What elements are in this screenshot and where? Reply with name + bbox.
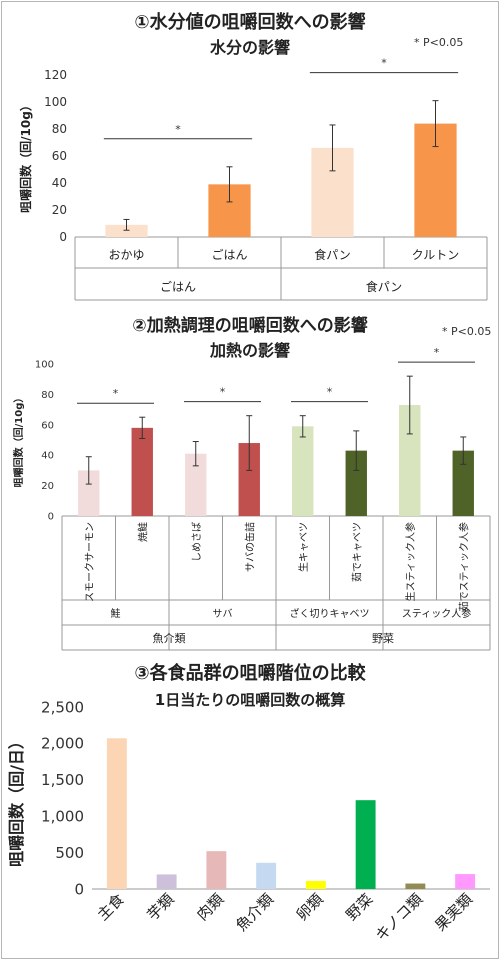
significance-mark: *	[327, 386, 333, 399]
x-tick-label: 魚介類	[232, 890, 277, 935]
y-tick-label: 0	[59, 230, 67, 244]
y-tick-label: 1,000	[41, 807, 84, 825]
significance-mark: *	[175, 123, 181, 136]
bar	[256, 862, 277, 889]
x-tick-label: クルトン	[412, 248, 460, 262]
y-tick-label: 40	[52, 176, 67, 190]
chart-2-y-axis-label: 咀嚼回数（回/10g）	[12, 393, 25, 488]
x-tick-label: 生キャベツ	[297, 522, 310, 572]
group-label: 食パン	[366, 279, 403, 294]
chart-3-title: ③各食品群の咀嚼階位の比較	[134, 662, 366, 684]
y-tick-label: 20	[41, 481, 54, 492]
y-tick-label: 2,500	[41, 698, 84, 716]
y-tick-label: 60	[52, 149, 67, 163]
bar	[405, 883, 426, 889]
x-tick-label: 卵類	[293, 890, 327, 924]
chart-1-y-axis-label: 咀嚼回数（回/10g）	[18, 99, 33, 213]
chart-2-title: ②加熱調理の咀嚼回数への影響	[132, 315, 367, 336]
x-tick-label: 生スティック人参	[404, 522, 417, 601]
bar	[105, 224, 148, 237]
bar	[185, 453, 207, 516]
significance-mark: *	[381, 57, 387, 70]
chart-2-subtitle: 加熱の影響	[209, 341, 290, 360]
x-tick-label: ごはん	[211, 247, 247, 262]
x-tick-label: キノコ類	[372, 890, 426, 944]
y-tick-label: 100	[35, 360, 54, 371]
x-tick-label: スモークサーモン	[84, 522, 96, 602]
bar	[106, 738, 127, 889]
y-tick-label: 120	[44, 68, 67, 82]
bar	[345, 450, 367, 516]
bar	[292, 426, 314, 516]
x-tick-label: 主食	[94, 890, 128, 924]
subgroup-label: サバ	[213, 608, 233, 620]
y-tick-label: 500	[55, 844, 84, 862]
x-tick-label: しめさば	[191, 522, 203, 562]
y-tick-label: 2,000	[41, 735, 84, 753]
bar	[455, 874, 476, 889]
group-label: 魚介類	[153, 632, 186, 645]
chart-3-y-axis-label: 咀嚼回数（回/日）	[7, 733, 26, 867]
subgroup-label: スティック人参	[402, 607, 471, 620]
y-tick-label: 20	[52, 203, 67, 217]
chart-3: ③各食品群の咀嚼階位の比較 1日当たりの咀嚼回数の概算 咀嚼回数（回/日） 0 5…	[7, 662, 490, 945]
x-tick-label: 果実類	[431, 890, 476, 935]
subgroup-label: 鮭	[111, 607, 121, 620]
y-tick-label: 80	[52, 122, 67, 136]
bar	[452, 450, 474, 516]
bar	[156, 874, 177, 889]
x-tick-label: サバの缶詰	[243, 522, 256, 572]
chart-2: ②加熱調理の咀嚼回数への影響 加熱の影響 * P<0.05 咀嚼回数（回/10g…	[12, 315, 491, 651]
x-tick-label: 焼鮭	[136, 522, 149, 542]
y-tick-label: 0	[48, 512, 54, 523]
x-tick-label: おかゆ	[108, 248, 144, 262]
bar	[399, 405, 421, 516]
chart-2-significance-note: * P<0.05	[442, 325, 491, 338]
chart-1-significance-note: * P<0.05	[414, 36, 463, 49]
subgroup-label: ざく切りキャベツ	[290, 607, 370, 620]
y-tick-label: 0	[74, 880, 84, 898]
chart-1-subtitle: 水分の影響	[210, 38, 290, 57]
significance-mark: *	[434, 346, 440, 359]
bar	[305, 880, 326, 889]
bar	[355, 800, 376, 889]
x-tick-label: 野菜	[343, 890, 377, 924]
y-tick-label: 1,500	[41, 771, 84, 789]
chart-1: ①水分値の咀嚼回数への影響 水分の影響 * P<0.05 咀嚼回数（回/10g）…	[18, 11, 488, 301]
y-tick-label: 80	[41, 390, 54, 401]
y-tick-label: 60	[41, 420, 54, 431]
x-tick-label: 食パン	[314, 247, 351, 262]
x-tick-label: 芋類	[144, 890, 178, 924]
group-label: ごはん	[160, 279, 196, 294]
x-tick-label: 茹でスティック人参	[457, 522, 470, 611]
x-tick-label: 肉類	[193, 890, 227, 924]
bar	[238, 443, 260, 516]
x-tick-label: 茹でキャベツ	[350, 522, 363, 582]
bar	[78, 470, 100, 516]
group-label: 野菜	[372, 632, 394, 645]
bar	[206, 851, 227, 889]
y-tick-label: 100	[44, 95, 67, 109]
y-tick-label: 40	[41, 451, 54, 462]
significance-mark: *	[113, 387, 119, 400]
significance-mark: *	[220, 386, 226, 399]
chart-3-subtitle: 1日当たりの咀嚼回数の概算	[155, 691, 345, 709]
bar	[131, 427, 153, 516]
chart-1-title: ①水分値の咀嚼回数への影響	[134, 11, 365, 33]
